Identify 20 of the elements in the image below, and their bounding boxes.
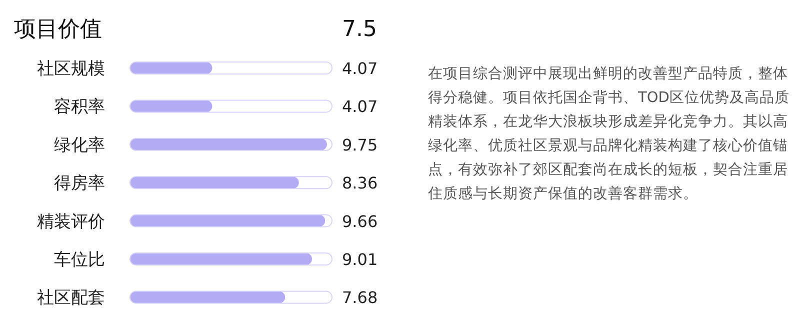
data-label: 9.75 xyxy=(342,135,378,154)
y-tick-label: 社区规模 xyxy=(37,59,105,79)
data-label: 4.07 xyxy=(342,59,378,78)
chart-subtitle: 7.5 xyxy=(342,17,377,42)
y-tick-label: 精装评价 xyxy=(37,212,105,232)
y-tick-label: 容积率 xyxy=(54,97,105,118)
text: 在项目综合测评中展现出鲜明的改善型产品特质，整体得分稳健。项目依托国企背书、TOD区位优势及高品质精装体系，在龙华大浪板块形成差异化竞争力。其以高绿化率、优质社区景观与品牌化精装构建了核心价值锚点，有效弥补了郊区配套尚在成长的短板，契合注重居住质感与长期资产保值的改善客群需求。 xyxy=(428,64,790,204)
y-tick-label: 社区配套 xyxy=(37,288,105,308)
data-label: 8.36 xyxy=(342,174,378,193)
y-tick-label: 得房率 xyxy=(54,174,105,194)
y-tick-label: 车位比 xyxy=(54,250,105,270)
data-label: 7.68 xyxy=(342,288,378,308)
bar xyxy=(130,253,312,265)
data-label: 4.07 xyxy=(342,97,378,116)
bar xyxy=(130,176,299,189)
chart-title: 项目价值 xyxy=(14,17,102,42)
data-label: 9.66 xyxy=(342,212,378,231)
y-tick-label: 绿化率 xyxy=(54,135,105,156)
data-label: 9.01 xyxy=(342,250,378,269)
bar xyxy=(130,291,286,304)
